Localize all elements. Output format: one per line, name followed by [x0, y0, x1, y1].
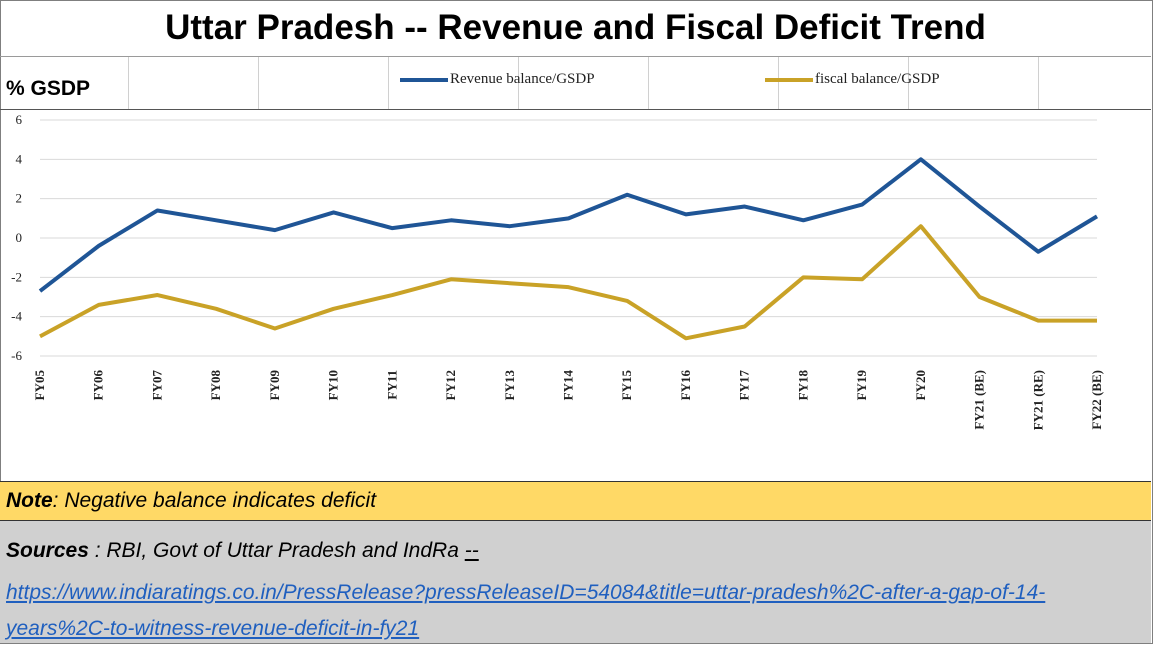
legend-label-fiscal: fiscal balance/GSDP [815, 71, 940, 87]
x-tick-label: FY17 [737, 370, 752, 401]
chart-title: Uttar Pradesh -- Revenue and Fiscal Defi… [0, 0, 1151, 57]
legend-swatch-revenue [400, 77, 448, 82]
line-chart: 6 4 2 0 -2 -4 -6 FY05 FY06 FY07 FY08 FY09 FY10 FY11 FY… [11, 112, 1104, 430]
cell-divider [908, 57, 909, 109]
chart-area: 6 4 2 0 -2 -4 -6 FY05 FY06 FY07 FY08 FY09 FY10 FY11 FY… [0, 110, 1151, 480]
y-tick-label: -4 [11, 309, 22, 324]
x-tick-label: FY11 [384, 370, 399, 400]
legend-label-revenue: Revenue balance/GSDP [450, 71, 595, 87]
x-tick-label: FY06 [91, 370, 106, 401]
y-tick-label: 6 [16, 112, 23, 127]
unit-label: % GSDP [6, 77, 91, 100]
y-tick-label: -6 [11, 348, 22, 363]
x-tick-label: FY18 [795, 370, 810, 401]
cell-divider [388, 57, 389, 109]
sources-label: Sources [6, 539, 89, 562]
note-bar: Note : Negative balance indicates defici… [0, 481, 1151, 521]
x-tick-label: FY21 (RE) [1030, 370, 1045, 430]
y-tick-label: -2 [11, 269, 22, 284]
sources-box: Sources : RBI, Govt of Uttar Pradesh and… [0, 521, 1151, 643]
cell-divider [518, 57, 519, 109]
y-tick-label: 2 [16, 191, 23, 206]
cell-divider [648, 57, 649, 109]
x-tick-label: FY15 [619, 370, 634, 401]
x-tick-label: FY08 [208, 370, 223, 401]
x-tick-label: FY09 [267, 370, 282, 401]
legend-swatch-fiscal [765, 77, 813, 82]
x-tick-label: FY10 [326, 370, 341, 400]
x-tick-label: FY07 [149, 370, 164, 401]
y-tick-label: 4 [16, 151, 23, 166]
cell-divider [1038, 57, 1039, 109]
note-text: : Negative balance indicates deficit [52, 489, 377, 512]
note-label: Note [6, 489, 53, 512]
legend-item-revenue: Revenue balance/GSDP [400, 71, 595, 88]
x-tick-label: FY20 [913, 370, 928, 400]
x-tick-label: FY16 [678, 370, 693, 401]
cell-divider [778, 57, 779, 109]
cell-divider [258, 57, 259, 109]
sources-dash: -- [464, 539, 479, 562]
y-tick-label: 0 [16, 230, 23, 245]
revenue-series-line [38, 157, 1099, 293]
cell-divider [128, 57, 129, 109]
legend-item-fiscal: fiscal balance/GSDP [765, 71, 940, 88]
sources-line: Sources : RBI, Govt of Uttar Pradesh and… [6, 539, 479, 563]
legend-row: % GSDP Revenue balance/GSDP fiscal balan… [0, 57, 1151, 110]
x-tick-label: FY19 [854, 370, 869, 401]
sources-text: : RBI, Govt of Uttar Pradesh and IndRa [88, 539, 465, 562]
source-link[interactable]: https://www.indiaratings.co.in/PressRele… [6, 581, 1046, 640]
fiscal-series-line [39, 224, 1097, 341]
x-tick-label: FY22 (BE) [1089, 370, 1104, 430]
x-tick-label: FY14 [561, 370, 576, 401]
x-tick-label: FY13 [502, 370, 517, 401]
x-tick-label: FY21 (BE) [972, 370, 987, 430]
x-tick-label: FY05 [32, 370, 47, 401]
x-tick-label: FY12 [443, 370, 458, 400]
